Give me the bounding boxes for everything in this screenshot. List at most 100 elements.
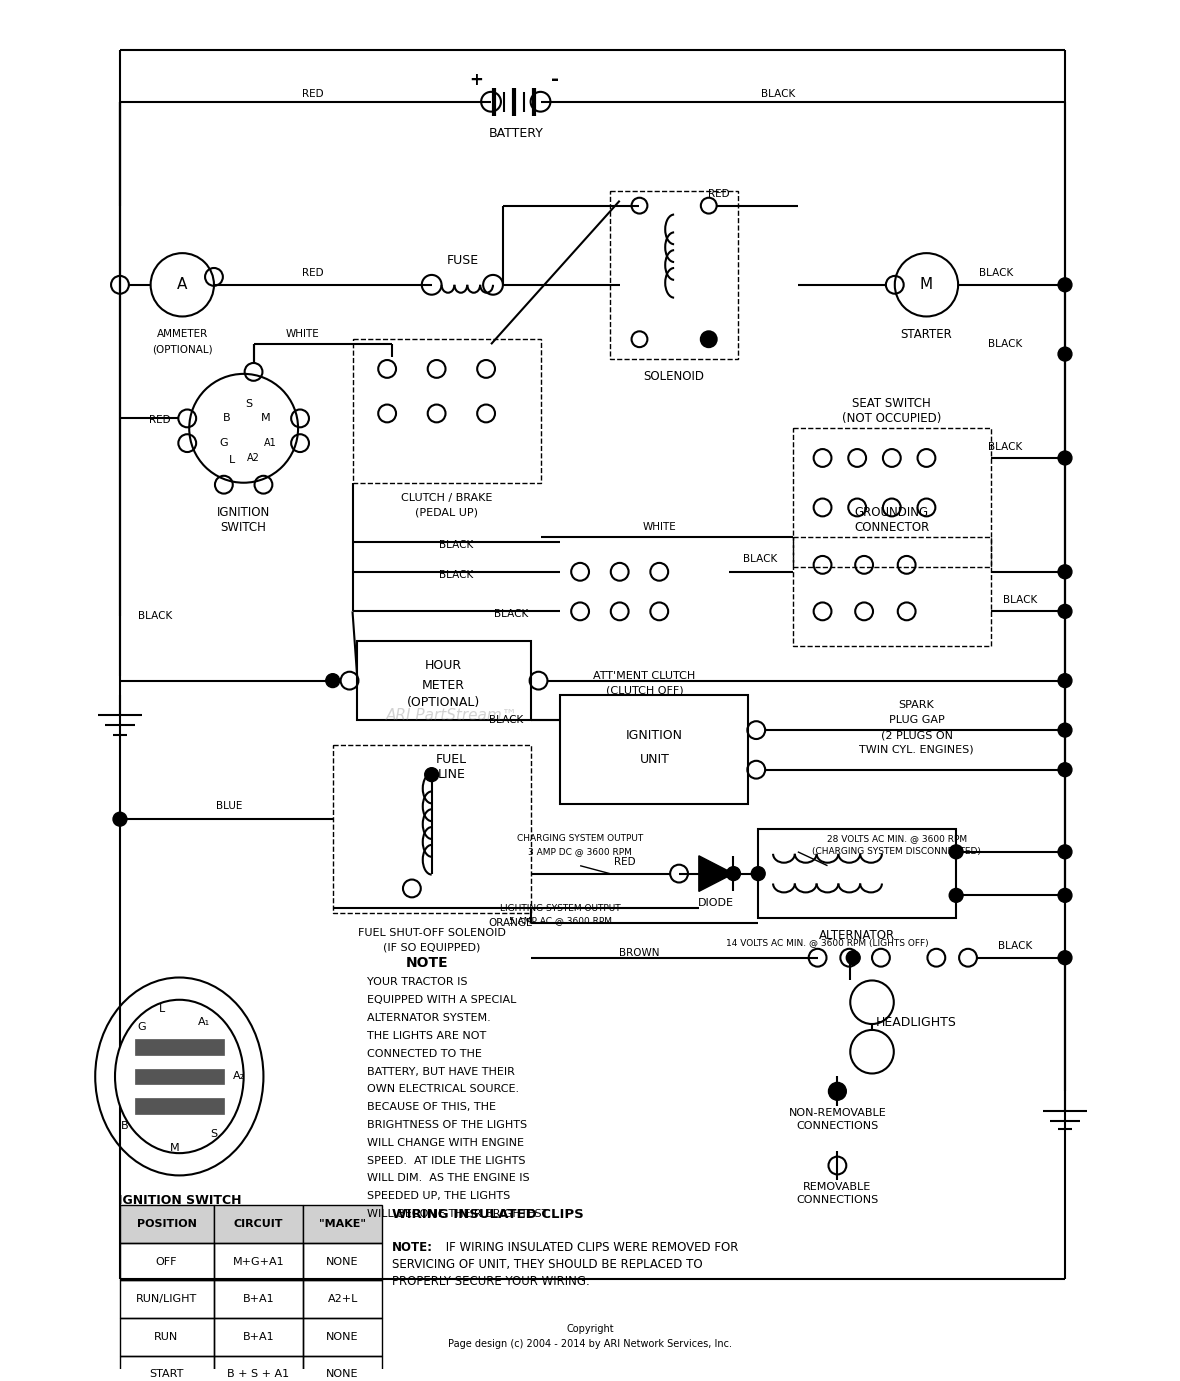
Text: TWIN CYL. ENGINES): TWIN CYL. ENGINES) — [859, 744, 973, 755]
Text: BLACK: BLACK — [761, 88, 795, 99]
Text: BLACK: BLACK — [493, 609, 527, 619]
Text: NOTE: NOTE — [406, 956, 448, 969]
Text: M: M — [920, 278, 933, 293]
Text: BLUE: BLUE — [216, 801, 242, 811]
Circle shape — [1058, 674, 1071, 688]
Text: NOTE:: NOTE: — [392, 1242, 433, 1254]
Text: B+A1: B+A1 — [243, 1331, 274, 1342]
Text: WIRING INSULATED CLIPS: WIRING INSULATED CLIPS — [392, 1208, 584, 1222]
Text: (2 PLUGS ON: (2 PLUGS ON — [880, 731, 952, 740]
Text: RED: RED — [302, 268, 323, 278]
Text: B: B — [122, 1121, 129, 1131]
Text: SPEEDED UP, THE LIGHTS: SPEEDED UP, THE LIGHTS — [367, 1192, 511, 1201]
Text: 14 VOLTS AC MIN. @ 3600 RPM (LIGHTS OFF): 14 VOLTS AC MIN. @ 3600 RPM (LIGHTS OFF) — [726, 938, 929, 947]
Circle shape — [1058, 724, 1071, 737]
Text: IF WIRING INSULATED CLIPS WERE REMOVED FOR: IF WIRING INSULATED CLIPS WERE REMOVED F… — [441, 1242, 738, 1254]
Text: FUEL SHUT-OFF SOLENOID: FUEL SHUT-OFF SOLENOID — [358, 928, 505, 938]
Text: WHITE: WHITE — [287, 329, 320, 340]
Text: FUSE: FUSE — [446, 254, 478, 267]
Circle shape — [1058, 347, 1071, 360]
Text: ALTERNATOR: ALTERNATOR — [819, 929, 896, 942]
Bar — [759, 829, 956, 918]
Text: REMOVABLE: REMOVABLE — [804, 1182, 872, 1192]
Circle shape — [949, 845, 963, 859]
Text: BLACK: BLACK — [998, 940, 1032, 952]
Text: RED: RED — [149, 416, 170, 425]
Text: AMMETER: AMMETER — [157, 329, 208, 340]
Text: 28 VOLTS AC MIN. @ 3600 RPM: 28 VOLTS AC MIN. @ 3600 RPM — [827, 834, 966, 844]
Text: (PEDAL UP): (PEDAL UP) — [415, 507, 478, 518]
Text: A: A — [177, 278, 188, 293]
Text: GROUNDING: GROUNDING — [854, 505, 929, 519]
Text: A₂: A₂ — [232, 1072, 244, 1081]
Bar — [303, 1243, 382, 1280]
Text: WHITE: WHITE — [642, 522, 676, 532]
Text: SEAT SWITCH: SEAT SWITCH — [852, 398, 931, 410]
Text: OFF: OFF — [156, 1257, 177, 1266]
Text: -: - — [551, 70, 559, 90]
Text: BECAUSE OF THIS, THE: BECAUSE OF THIS, THE — [367, 1102, 497, 1112]
Text: BLACK: BLACK — [138, 612, 172, 621]
Text: CONNECTIONS: CONNECTIONS — [796, 1121, 879, 1131]
Bar — [214, 1206, 303, 1243]
Text: UNIT: UNIT — [640, 753, 669, 766]
Text: B: B — [223, 413, 230, 424]
Text: B + S + A1: B + S + A1 — [228, 1370, 289, 1380]
Text: S: S — [245, 399, 253, 409]
Circle shape — [425, 768, 439, 782]
Bar — [303, 1356, 382, 1381]
Circle shape — [1058, 845, 1071, 859]
Text: (IF SO EQUIPPED): (IF SO EQUIPPED) — [384, 943, 480, 953]
Text: CONNECTED TO THE: CONNECTED TO THE — [367, 1048, 483, 1059]
Text: HEADLIGHTS: HEADLIGHTS — [876, 1015, 957, 1029]
Bar — [135, 1098, 224, 1114]
Text: SPARK: SPARK — [899, 700, 935, 710]
Bar — [120, 1317, 214, 1356]
Text: IGNITION: IGNITION — [217, 505, 270, 519]
Text: RED: RED — [302, 88, 323, 99]
Text: SPEED.  AT IDLE THE LIGHTS: SPEED. AT IDLE THE LIGHTS — [367, 1156, 526, 1166]
Text: M: M — [170, 1142, 179, 1153]
Text: 5 AMP AC @ 3600 RPM: 5 AMP AC @ 3600 RPM — [509, 917, 611, 925]
Text: Copyright: Copyright — [566, 1324, 614, 1334]
Text: +: + — [470, 70, 483, 88]
Text: STARTER: STARTER — [900, 327, 952, 341]
Bar — [120, 1206, 214, 1243]
Bar — [135, 1039, 224, 1055]
Text: DIODE: DIODE — [697, 898, 734, 909]
Text: HOUR: HOUR — [425, 659, 463, 673]
Bar — [303, 1317, 382, 1356]
Text: POSITION: POSITION — [137, 1219, 196, 1229]
Text: BLACK: BLACK — [989, 442, 1023, 452]
Text: IGNITION: IGNITION — [625, 729, 683, 742]
Circle shape — [1058, 762, 1071, 776]
Bar — [353, 340, 540, 483]
Text: M+G+A1: M+G+A1 — [232, 1257, 284, 1266]
Bar — [120, 1280, 214, 1317]
Circle shape — [1058, 565, 1071, 579]
Text: CHARGING SYSTEM OUTPUT: CHARGING SYSTEM OUTPUT — [517, 834, 643, 844]
Bar — [793, 428, 991, 566]
Circle shape — [727, 867, 740, 881]
Text: RED: RED — [708, 189, 729, 199]
Text: FUEL: FUEL — [435, 753, 467, 766]
Text: G: G — [219, 438, 228, 449]
Text: A1: A1 — [264, 438, 277, 449]
Circle shape — [1058, 605, 1071, 619]
Circle shape — [1058, 950, 1071, 965]
Text: ALTERNATOR SYSTEM.: ALTERNATOR SYSTEM. — [367, 1014, 491, 1023]
Text: OWN ELECTRICAL SOURCE.: OWN ELECTRICAL SOURCE. — [367, 1084, 519, 1094]
Text: SWITCH: SWITCH — [221, 521, 267, 533]
Text: BLACK: BLACK — [439, 540, 473, 550]
Circle shape — [1058, 452, 1071, 465]
Text: PROPERLY SECURE YOUR WIRING.: PROPERLY SECURE YOUR WIRING. — [392, 1275, 590, 1288]
Bar — [214, 1280, 303, 1317]
Text: A₁: A₁ — [198, 1016, 210, 1027]
Text: YOUR TRACTOR IS: YOUR TRACTOR IS — [367, 978, 467, 987]
Text: S: S — [210, 1128, 217, 1139]
Circle shape — [828, 1083, 846, 1101]
Bar — [120, 1243, 214, 1280]
Text: LINE: LINE — [438, 768, 465, 782]
Text: A2+L: A2+L — [327, 1294, 358, 1304]
Text: A2: A2 — [247, 453, 260, 463]
